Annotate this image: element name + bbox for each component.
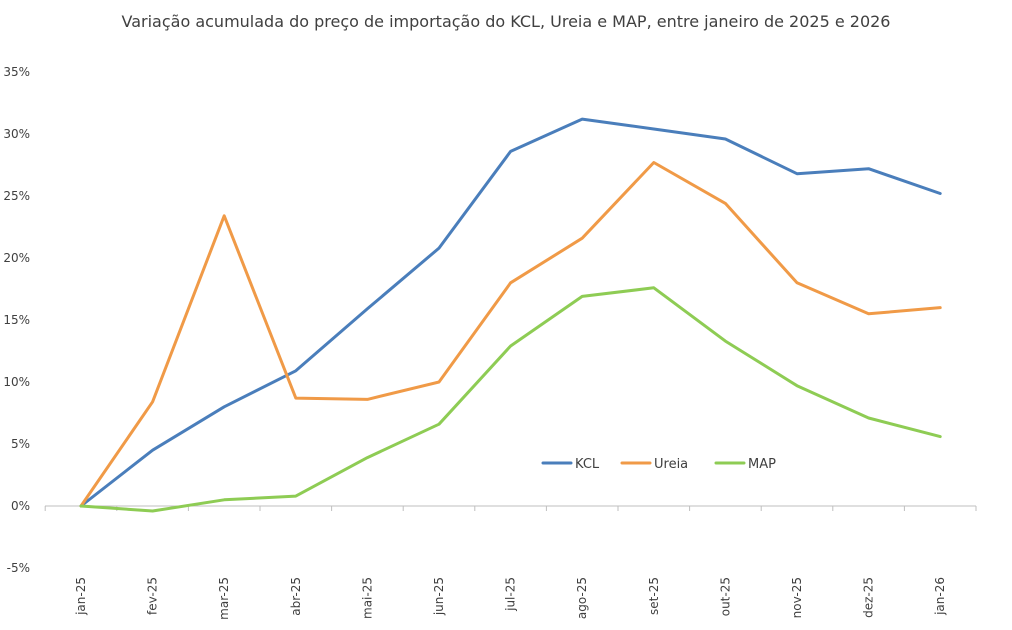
x-tick-label: jun-25 [432, 577, 446, 616]
series-group [79, 117, 942, 513]
x-tick-label: ago-25 [575, 577, 589, 619]
y-tick-label: 15% [3, 313, 30, 327]
y-tick-label: 5% [11, 437, 30, 451]
series-line-kcl [79, 117, 942, 508]
legend-label-map: MAP [748, 457, 776, 472]
x-tick-label: fev-25 [146, 577, 160, 615]
x-tick-label: set-25 [647, 577, 661, 615]
legend-label-kcl: KCL [575, 457, 600, 472]
x-axis: jan-25 fev-25 mar-25 abr-25 mai-25 jun-25 jul-… [44, 505, 977, 620]
y-tick-label: -5% [7, 561, 30, 575]
x-tick-label: mar-25 [217, 577, 231, 620]
y-tick-label: 35% [3, 65, 30, 79]
y-tick-label: 25% [3, 189, 30, 203]
series-line-ureia [79, 161, 942, 508]
legend: KCL Ureia MAP [541, 457, 776, 472]
x-tick-label: out-25 [718, 577, 732, 616]
x-tick-label: mai-25 [360, 577, 374, 619]
y-tick-label: 0% [11, 499, 30, 513]
x-tick-label: nov-25 [790, 577, 804, 618]
y-tick-label: 20% [3, 251, 30, 265]
y-tick-label: 10% [3, 375, 30, 389]
series-line-map [79, 286, 942, 513]
x-tick-label: abr-25 [289, 577, 303, 616]
y-tick-label: 30% [3, 127, 30, 141]
x-tick-label: jul-25 [504, 577, 518, 612]
x-tick-label: jan-25 [74, 577, 88, 616]
y-axis: -5% 0% 5% 10% 15% 20% 25% 30% 35% [3, 65, 30, 575]
chart-title: Variação acumulada do preço de importaçã… [122, 12, 891, 31]
x-tick-label: dez-25 [862, 577, 876, 618]
x-tick-label: jan-26 [933, 577, 947, 616]
legend-label-ureia: Ureia [654, 457, 688, 472]
